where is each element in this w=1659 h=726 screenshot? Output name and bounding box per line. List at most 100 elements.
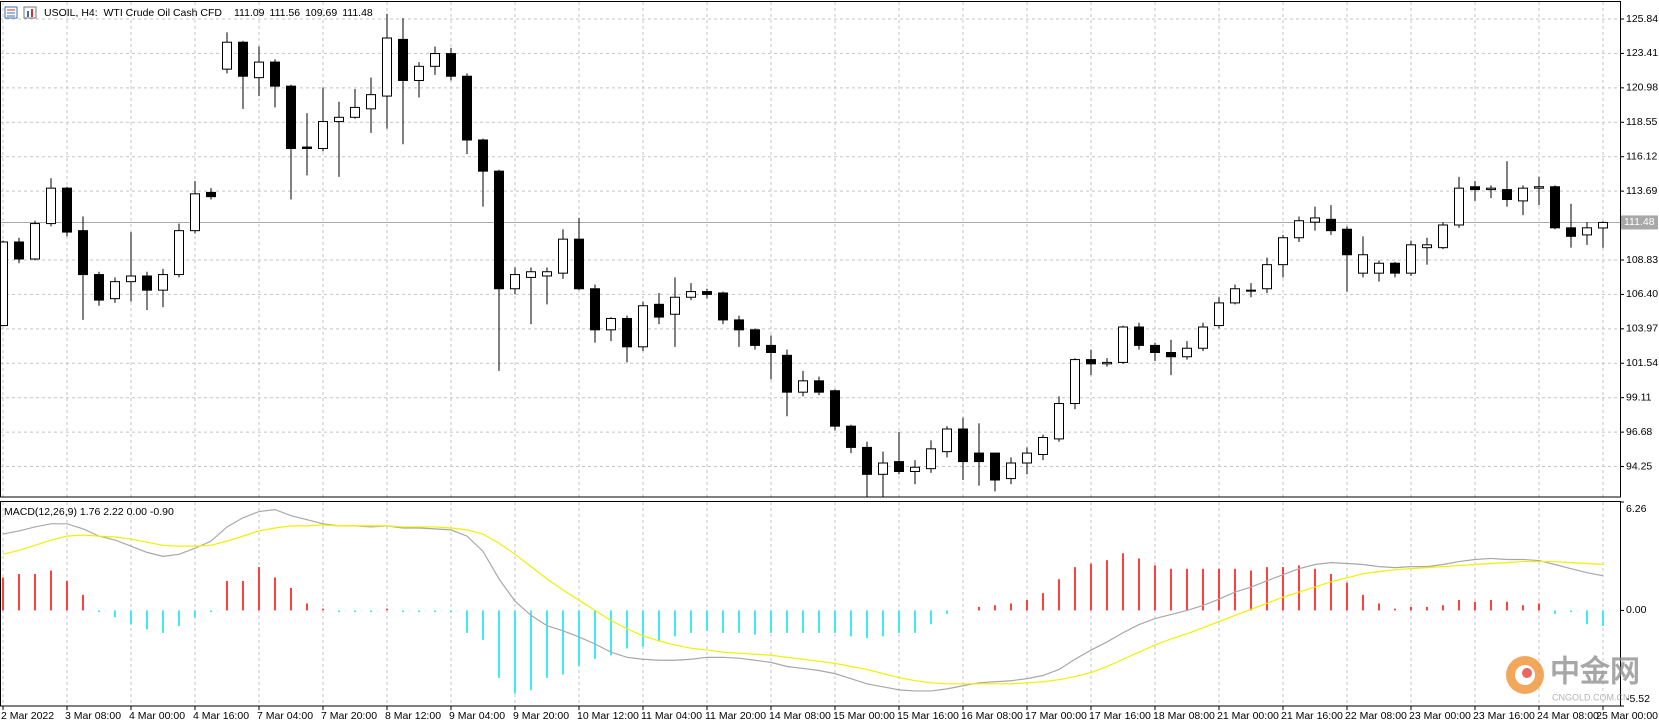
histogram-bar xyxy=(834,610,836,633)
histogram-bar xyxy=(146,610,148,630)
candle-body xyxy=(62,187,72,233)
candle-body xyxy=(318,121,328,149)
x-tick-label: 15 Mar 00:00 xyxy=(833,710,895,722)
histogram-bar xyxy=(450,610,452,613)
candle-body xyxy=(862,446,872,475)
x-tick-label: 7 Mar 20:00 xyxy=(321,710,377,722)
candle-body xyxy=(1470,186,1480,191)
histogram-bar xyxy=(226,580,228,611)
histogram-bar xyxy=(1106,560,1108,611)
candle-body xyxy=(574,238,584,290)
candle-body xyxy=(1326,218,1336,232)
histogram-bar xyxy=(1266,567,1268,611)
histogram-bar xyxy=(1602,610,1604,626)
histogram-bar xyxy=(1426,606,1428,611)
candle-body xyxy=(1390,262,1400,274)
header-ohlc: 111.48 xyxy=(342,7,373,19)
candle-body xyxy=(734,319,744,331)
icon-bar xyxy=(27,11,29,17)
candle-body xyxy=(270,61,280,87)
histogram-bar xyxy=(1442,605,1444,611)
histogram-bar xyxy=(1474,601,1476,611)
x-tick-label: 4 Mar 16:00 xyxy=(193,710,249,722)
histogram-bar xyxy=(386,608,388,611)
candle-body xyxy=(510,274,520,290)
y-tick-label: 123.41 xyxy=(1626,47,1658,59)
candle-body xyxy=(430,53,440,67)
histogram-bar xyxy=(690,610,692,633)
candle-body xyxy=(718,292,728,321)
histogram-bar xyxy=(1250,570,1252,611)
candle-body xyxy=(990,452,1000,481)
x-tick-label: 14 Mar 08:00 xyxy=(769,710,831,722)
histogram-bar xyxy=(594,610,596,659)
watermark-logo-dot xyxy=(1522,668,1532,678)
header-ohlc: 109.69 xyxy=(305,7,337,19)
candle-body xyxy=(30,223,40,260)
histogram-bar xyxy=(242,580,244,611)
x-tick-label: 23 Mar 00:00 xyxy=(1409,710,1471,722)
histogram-bar xyxy=(98,610,100,613)
candle-body xyxy=(94,274,104,301)
candle-body xyxy=(158,274,168,291)
candle-body xyxy=(878,462,888,475)
candle-body xyxy=(638,305,648,348)
histogram-bar xyxy=(1394,608,1396,611)
x-tick-label: 3 Mar 08:00 xyxy=(65,710,121,722)
histogram-bar xyxy=(818,610,820,633)
histogram-bar xyxy=(434,610,436,613)
histogram-bar xyxy=(1042,593,1044,611)
candle-body xyxy=(1102,361,1112,365)
candle-body xyxy=(1550,186,1560,229)
indicator-line xyxy=(2,509,1604,692)
histogram-bar xyxy=(114,610,116,618)
candle-body xyxy=(606,317,616,331)
header-ohlc: 111.09 xyxy=(234,7,265,19)
y-tick-label: 113.69 xyxy=(1626,185,1657,197)
y-tick-label: 103.97 xyxy=(1626,323,1658,335)
candle-body xyxy=(1534,186,1544,189)
y-tick-label: 116.12 xyxy=(1626,150,1657,162)
x-tick-label: 15 Mar 16:00 xyxy=(897,710,959,722)
histogram-bar xyxy=(402,610,404,613)
histogram-bar xyxy=(130,610,132,625)
candle-body xyxy=(1502,189,1512,200)
candle-body xyxy=(398,38,408,81)
candle-body xyxy=(1566,227,1576,237)
x-tick-label: 2 Mar 2022 xyxy=(1,710,54,722)
histogram-bar xyxy=(1122,553,1124,611)
histogram-bar xyxy=(994,605,996,611)
histogram-bar xyxy=(642,610,644,647)
candle-body xyxy=(782,354,792,393)
histogram-bar xyxy=(930,610,932,625)
candle-body xyxy=(670,296,680,315)
histogram-bar xyxy=(290,587,292,611)
x-tick-label: 16 Mar 08:00 xyxy=(961,710,1023,722)
histogram-bar xyxy=(338,610,340,613)
histogram-bar xyxy=(1090,563,1092,611)
candle-body xyxy=(1358,254,1368,274)
candle-body xyxy=(1086,359,1096,365)
x-tick-label: 11 Mar 04:00 xyxy=(641,710,702,722)
y-tick-label: 106.40 xyxy=(1626,288,1658,300)
histogram-bar xyxy=(898,610,900,633)
candle-body xyxy=(814,380,824,393)
candle-body xyxy=(1070,359,1080,404)
candle-body xyxy=(462,75,472,141)
candle-body xyxy=(1246,289,1256,292)
histogram-bar xyxy=(18,574,20,611)
x-tick-label: 9 Mar 20:00 xyxy=(513,710,569,722)
candle-body xyxy=(222,41,232,70)
candle-body xyxy=(558,238,568,274)
histogram-bar xyxy=(1298,565,1300,611)
histogram-bar xyxy=(418,610,420,613)
histogram-bar xyxy=(578,610,580,666)
candle-body xyxy=(238,41,248,77)
icon-bar xyxy=(31,9,33,17)
candle-body xyxy=(1054,402,1064,440)
y-tick-label: 108.83 xyxy=(1626,254,1658,266)
x-tick-label: 8 Mar 12:00 xyxy=(385,710,441,722)
indicator-title: MACD(12,26,9) 1.76 2.22 0.00 -0.90 xyxy=(4,506,174,518)
candle-body xyxy=(1134,326,1144,346)
histogram-bar xyxy=(866,610,868,639)
